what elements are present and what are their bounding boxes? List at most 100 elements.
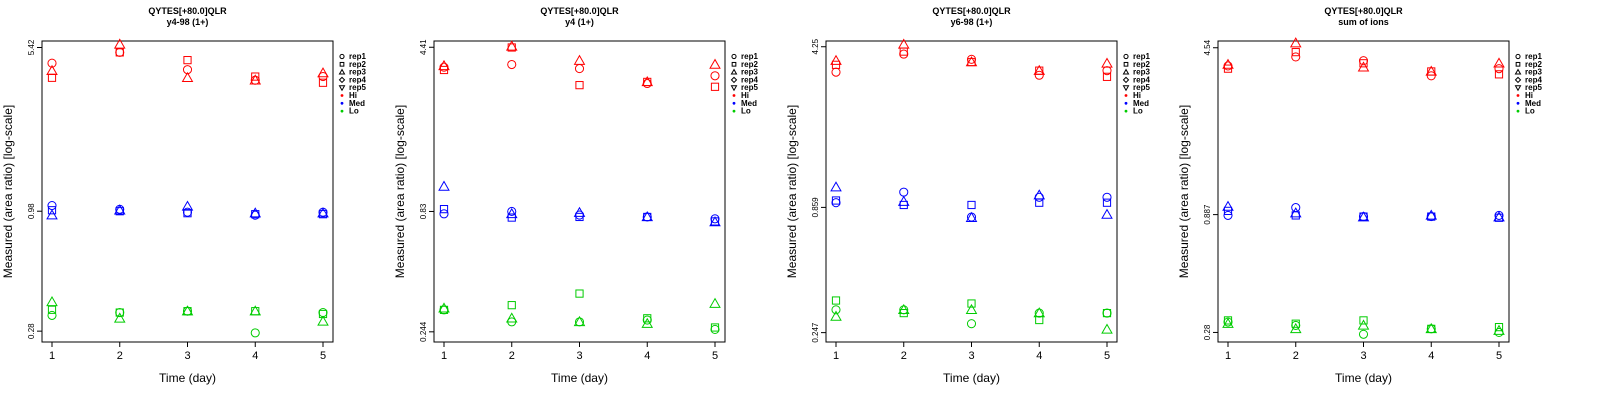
chart-subtitle: sum of ions [1338, 17, 1389, 27]
data-point [1425, 322, 1438, 334]
y-axis-label: Measured (area ratio) [log-scale] [1177, 105, 1191, 278]
legend-symbol-rep3 [338, 68, 346, 75]
data-point [897, 303, 910, 315]
legend-label: Med [1133, 99, 1149, 108]
legend-label: Hi [1133, 91, 1141, 100]
x-tick-label: 3 [576, 350, 582, 362]
x-tick-label: 4 [1428, 350, 1434, 362]
legend-symbol-rep4 [1122, 76, 1130, 84]
data-point [575, 81, 584, 90]
data-point [507, 206, 517, 217]
legend-symbol-rep2 [731, 61, 737, 67]
data-point [1358, 329, 1369, 339]
legend-symbol-rep2 [1123, 61, 1129, 67]
x-tick-label: 5 [1104, 350, 1110, 362]
y-axis-label: Measured (area ratio) [log-scale] [1, 105, 15, 278]
x-tick-label: 2 [901, 350, 907, 362]
legend-label: Lo [741, 107, 751, 116]
legend-dot-Hi [340, 94, 344, 97]
legend-symbol-rep3 [1514, 68, 1522, 75]
legend-symbol-rep5 [338, 85, 346, 92]
legend-label: Hi [1525, 91, 1533, 100]
y-tick-label: 0.247 [811, 322, 820, 343]
legend-label: rep3 [349, 68, 366, 77]
data-point [1494, 323, 1504, 332]
data-point [642, 78, 652, 89]
x-tick-label: 5 [320, 350, 326, 362]
data-point [1357, 319, 1370, 330]
x-axis-label: Time (day) [943, 371, 1000, 385]
data-point [1223, 210, 1233, 220]
chart-subtitle: y4-98 (1+) [167, 17, 209, 27]
x-axis-label: Time (day) [1335, 371, 1392, 385]
legend-dot-Med [1124, 101, 1128, 105]
x-tick-label: 2 [509, 350, 515, 362]
data-point [507, 301, 516, 310]
x-tick-label: 3 [184, 350, 190, 362]
data-point [438, 180, 450, 191]
data-point [1493, 211, 1505, 222]
data-point [317, 315, 329, 326]
data-point [899, 187, 909, 197]
data-point [1291, 48, 1300, 57]
legend-dot-Lo [340, 109, 344, 113]
data-point [575, 289, 584, 298]
y-tick-label: 4.25 [811, 38, 820, 54]
data-point [966, 319, 977, 329]
data-point [1494, 70, 1504, 79]
legend-symbol-rep1 [1515, 53, 1521, 60]
data-point [249, 74, 262, 85]
data-point [505, 40, 518, 51]
data-point [831, 296, 841, 305]
legend-label: rep3 [1525, 68, 1542, 77]
data-point [1102, 308, 1112, 318]
data-point [113, 204, 126, 215]
data-point [831, 196, 841, 205]
legend-label: Lo [1133, 107, 1143, 116]
chart-title: QYTES[+80.0]QLR [1324, 6, 1403, 16]
legend-dot-Med [732, 101, 736, 105]
data-point [183, 56, 192, 65]
data-point [47, 200, 57, 211]
y-tick-label: 0.244 [419, 321, 428, 342]
x-tick-label: 3 [968, 350, 974, 362]
y-tick-label: 0.859 [811, 197, 820, 218]
data-point [113, 38, 126, 49]
data-point [710, 323, 720, 332]
chart-title: QYTES[+80.0]QLR [540, 6, 619, 16]
data-point [1033, 307, 1046, 318]
data-point [1426, 71, 1436, 81]
data-point [897, 195, 910, 206]
data-point [438, 59, 450, 71]
legend-symbol-rep2 [1515, 61, 1521, 67]
data-point [1359, 59, 1368, 68]
x-tick-label: 3 [1360, 350, 1366, 362]
data-point [710, 71, 720, 81]
legend-label: rep5 [1525, 83, 1542, 92]
data-point [1102, 72, 1112, 81]
data-point [318, 308, 328, 318]
data-point [1494, 327, 1504, 337]
data-point [438, 302, 450, 313]
data-point [439, 305, 449, 315]
legend-label: rep2 [1525, 60, 1542, 69]
legend-dot-Hi [732, 94, 736, 97]
x-tick-label: 4 [1036, 350, 1042, 362]
data-point [1289, 322, 1302, 334]
data-point [899, 49, 909, 59]
data-point [709, 58, 721, 69]
x-tick-label: 1 [833, 350, 839, 362]
legend-label: rep2 [1133, 60, 1150, 69]
data-point [1357, 211, 1370, 222]
legend-symbol-rep2 [339, 61, 345, 67]
x-tick-label: 4 [252, 350, 258, 362]
data-point [574, 64, 585, 74]
data-point [830, 310, 842, 321]
data-point [181, 71, 194, 82]
data-point [249, 207, 262, 218]
data-point [317, 67, 329, 78]
data-point [573, 315, 586, 327]
legend-symbol-rep3 [730, 68, 738, 75]
